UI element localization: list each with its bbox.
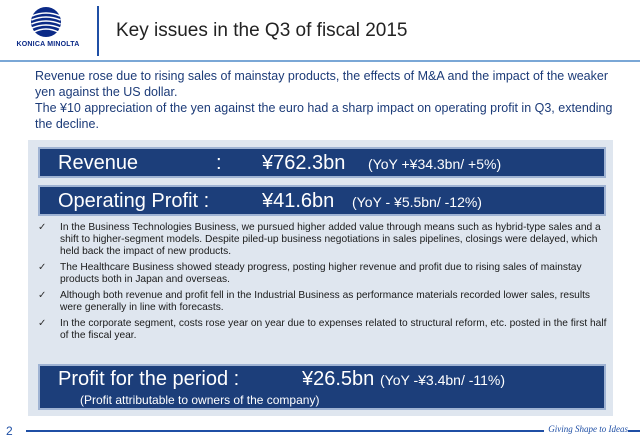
profit-period-note: (Profit attributable to owners of the co… <box>80 393 320 407</box>
header-divider <box>97 6 99 56</box>
revenue-label: Revenue <box>58 152 139 174</box>
profit-for-period-bar: Profit for the period : ¥26.5bn (YoY -¥3… <box>38 364 606 410</box>
header-rule <box>0 60 640 62</box>
list-item-text: Although both revenue and profit fell in… <box>60 290 591 313</box>
revenue-bar: Revenue : ¥762.3bn (YoY +¥34.3bn/ +5%) <box>38 147 606 178</box>
list-item: ✓ Although both revenue and profit fell … <box>38 290 613 314</box>
globe-logo-icon <box>31 7 61 37</box>
list-item: ✓ In the corporate segment, costs rose y… <box>38 318 613 342</box>
footer-tagline: Giving Shape to Ideas <box>544 424 628 434</box>
key-issues-list: ✓ In the Business Technologies Business,… <box>38 222 613 346</box>
check-icon: ✓ <box>38 290 47 301</box>
operating-profit-bar: Operating Profit : ¥41.6bn (YoY - ¥5.5bn… <box>38 185 606 216</box>
list-item: ✓ The Healthcare Business showed steady … <box>38 262 613 286</box>
operating-profit-label: Operating Profit : <box>58 190 210 212</box>
list-item: ✓ In the Business Technologies Business,… <box>38 222 613 258</box>
revenue-colon: : <box>216 152 222 174</box>
revenue-yoy: (YoY +¥34.3bn/ +5%) <box>368 156 502 172</box>
revenue-value: ¥762.3bn <box>262 152 346 174</box>
list-item-text: The Healthcare Business showed steady pr… <box>60 262 582 285</box>
company-logo: KONICA MINOLTA <box>0 0 95 60</box>
intro-text: Revenue rose due to rising sales of main… <box>35 68 625 132</box>
check-icon: ✓ <box>38 222 47 233</box>
slide-header: KONICA MINOLTA Key issues in the Q3 of f… <box>0 0 640 60</box>
logo-wordmark: KONICA MINOLTA <box>16 41 80 48</box>
page-number: 2 <box>6 424 13 438</box>
profit-period-label: Profit for the period : <box>58 368 240 390</box>
check-icon: ✓ <box>38 262 47 273</box>
profit-period-value: ¥26.5bn <box>302 368 375 390</box>
check-icon: ✓ <box>38 318 47 329</box>
operating-profit-value: ¥41.6bn <box>262 190 335 212</box>
intro-paragraph-1: Revenue rose due to rising sales of main… <box>35 69 608 99</box>
page-title: Key issues in the Q3 of fiscal 2015 <box>116 20 408 41</box>
intro-paragraph-2: The ¥10 appreciation of the yen against … <box>35 101 613 131</box>
operating-profit-yoy: (YoY - ¥5.5bn/ -12%) <box>352 194 482 210</box>
list-item-text: In the corporate segment, costs rose yea… <box>60 318 607 341</box>
footer-rule <box>26 430 640 432</box>
profit-period-yoy: (YoY -¥3.4bn/ -11%) <box>380 372 506 388</box>
list-item-text: In the Business Technologies Business, w… <box>60 222 601 257</box>
